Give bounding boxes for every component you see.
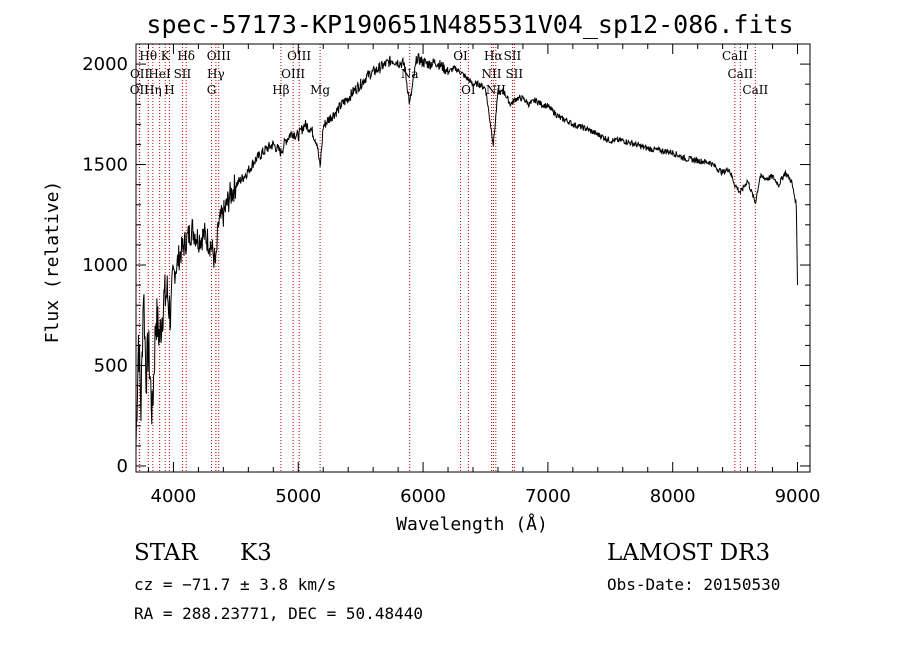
cz-value: cz = −71.7 ± 3.8 km/s <box>134 575 337 594</box>
object-subclass: K3 <box>240 540 272 566</box>
line-marker-label: CaII <box>722 49 748 63</box>
line-marker-label: SII <box>174 67 192 81</box>
line-marker-label: OIII <box>287 49 311 63</box>
x-tick-label: 4000 <box>151 486 197 507</box>
line-marker-label: Na <box>401 67 419 81</box>
line-marker-label: CaII <box>727 67 753 81</box>
line-marker-label: H <box>164 83 174 97</box>
line-marker-label: Hβ <box>272 83 289 97</box>
object-class: STAR <box>134 540 198 566</box>
line-marker-label: CaII <box>742 83 768 97</box>
spectrum-line <box>135 52 798 447</box>
line-marker-label: Hθ <box>139 49 157 63</box>
obs-date: Obs-Date: 20150530 <box>607 575 781 594</box>
line-marker-label: OII <box>130 67 150 81</box>
line-marker-label: Hη <box>144 83 162 97</box>
line-marker-label: OII <box>130 83 150 97</box>
line-markers <box>138 44 756 472</box>
line-marker-label: SII <box>504 49 522 63</box>
coordinates: RA = 288.23771, DEC = 50.48440 <box>134 604 423 623</box>
line-marker-label: Mg <box>310 83 330 97</box>
x-tick-label: 9000 <box>775 486 821 507</box>
y-tick-label: 1500 <box>82 155 128 176</box>
line-marker-label: Hγ <box>207 67 225 81</box>
x-tick-label: 8000 <box>650 486 696 507</box>
line-marker-label: K <box>161 49 171 63</box>
x-tick-label: 5000 <box>275 486 321 507</box>
y-tick-label: 500 <box>94 356 128 377</box>
line-marker-label: OIII <box>207 49 231 63</box>
line-marker-label: SII <box>505 67 523 81</box>
y-tick-label: 2000 <box>82 54 128 75</box>
line-marker-labels: OIIOIIHθHηHeIKHSIIHδGHγOIIIHβOIIIOIIIMgN… <box>130 49 769 97</box>
line-marker-label: Hδ <box>177 49 195 63</box>
axis-ticks: 4000 5000 6000 7000 8000 9000 0 500 1000 1500 2000 <box>82 44 820 507</box>
line-marker-label: OIII <box>281 67 305 81</box>
plot-frame <box>135 43 811 473</box>
x-tick-label: 7000 <box>525 486 571 507</box>
survey-name: LAMOST DR3 <box>607 540 771 566</box>
y-axis-label: Flux (relative) <box>42 181 63 344</box>
line-marker-label: HeI <box>148 67 171 81</box>
x-axis-label: Wavelength (Å) <box>396 513 548 535</box>
line-marker-label: NII <box>481 67 501 81</box>
line-marker-label: Hα <box>484 49 503 63</box>
x-tick-label: 6000 <box>400 486 446 507</box>
line-marker-label: OI <box>461 83 476 97</box>
y-tick-label: 0 <box>117 456 128 477</box>
y-tick-label: 1000 <box>82 255 128 276</box>
line-marker-label: OI <box>453 49 468 63</box>
line-marker-label: G <box>207 83 217 97</box>
chart-title: spec-57173-KP190651N485531V04_sp12-086.f… <box>146 10 793 39</box>
line-marker-label: NII <box>486 83 506 97</box>
